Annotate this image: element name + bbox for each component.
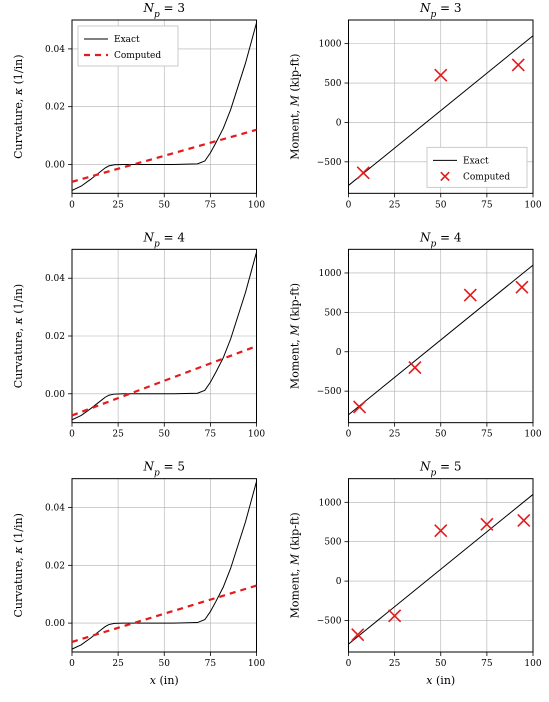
svg-text:25: 25 — [112, 430, 124, 440]
svg-text:0: 0 — [346, 659, 352, 669]
svg-text:1000: 1000 — [319, 269, 342, 279]
svg-text:0: 0 — [336, 577, 342, 587]
svg-text:Curvature, κ (1/in): Curvature, κ (1/in) — [12, 284, 25, 388]
svg-text:50: 50 — [159, 200, 171, 210]
svg-text:75: 75 — [481, 430, 493, 440]
svg-text:Moment, M (kip-ft): Moment, M (kip-ft) — [289, 54, 302, 160]
svg-text:0.04: 0.04 — [45, 274, 65, 284]
svg-text:50: 50 — [435, 659, 447, 669]
svg-text:0: 0 — [336, 118, 342, 128]
svg-text:0: 0 — [69, 430, 75, 440]
svg-text:1000: 1000 — [319, 40, 342, 50]
svg-text:−500: −500 — [317, 616, 342, 626]
svg-text:x (in): x (in) — [150, 674, 179, 687]
svg-text:0.04: 0.04 — [45, 45, 65, 55]
svg-text:25: 25 — [112, 200, 124, 210]
figure-container: 02550751000.000.020.04Np = 3Curvature, κ… — [0, 0, 549, 698]
svg-text:Moment, M (kip-ft): Moment, M (kip-ft) — [289, 512, 302, 618]
svg-text:0.02: 0.02 — [45, 332, 65, 342]
chart-svg: 02550751000.000.020.04Np = 3Curvature, κ… — [0, 0, 549, 698]
svg-text:25: 25 — [389, 430, 401, 440]
svg-text:0.02: 0.02 — [45, 561, 65, 571]
svg-text:25: 25 — [112, 659, 124, 669]
svg-text:−500: −500 — [317, 387, 342, 397]
svg-text:75: 75 — [205, 659, 217, 669]
svg-text:0.00: 0.00 — [45, 390, 65, 400]
svg-text:500: 500 — [324, 308, 341, 318]
svg-text:Exact: Exact — [114, 35, 140, 45]
svg-text:Curvature, κ (1/in): Curvature, κ (1/in) — [12, 54, 25, 158]
svg-text:1000: 1000 — [319, 498, 342, 508]
svg-text:100: 100 — [524, 659, 541, 669]
svg-text:25: 25 — [389, 200, 401, 210]
svg-text:75: 75 — [205, 200, 217, 210]
svg-text:Exact: Exact — [463, 156, 489, 166]
svg-text:25: 25 — [389, 659, 401, 669]
svg-text:500: 500 — [324, 538, 341, 548]
svg-text:75: 75 — [481, 659, 493, 669]
svg-text:Moment, M (kip-ft): Moment, M (kip-ft) — [289, 283, 302, 389]
svg-text:50: 50 — [159, 659, 171, 669]
svg-text:0.02: 0.02 — [45, 103, 65, 113]
svg-text:50: 50 — [159, 430, 171, 440]
svg-text:100: 100 — [524, 430, 541, 440]
svg-text:0: 0 — [69, 200, 75, 210]
svg-text:100: 100 — [248, 430, 265, 440]
svg-text:100: 100 — [248, 200, 265, 210]
svg-text:0.04: 0.04 — [45, 504, 65, 514]
svg-text:100: 100 — [248, 659, 265, 669]
svg-text:0: 0 — [346, 430, 352, 440]
svg-text:x (in): x (in) — [426, 674, 455, 687]
svg-text:Computed: Computed — [114, 51, 161, 61]
svg-text:50: 50 — [435, 430, 447, 440]
svg-text:0.00: 0.00 — [45, 160, 65, 170]
svg-text:75: 75 — [481, 200, 493, 210]
svg-text:0: 0 — [346, 200, 352, 210]
svg-text:500: 500 — [324, 79, 341, 89]
svg-text:0: 0 — [336, 348, 342, 358]
svg-text:0.00: 0.00 — [45, 619, 65, 629]
svg-text:Curvature, κ (1/in): Curvature, κ (1/in) — [12, 513, 25, 617]
svg-text:75: 75 — [205, 430, 217, 440]
svg-text:−500: −500 — [317, 158, 342, 168]
svg-text:Computed: Computed — [463, 172, 510, 182]
svg-text:100: 100 — [524, 200, 541, 210]
svg-text:50: 50 — [435, 200, 447, 210]
svg-text:0: 0 — [69, 659, 75, 669]
